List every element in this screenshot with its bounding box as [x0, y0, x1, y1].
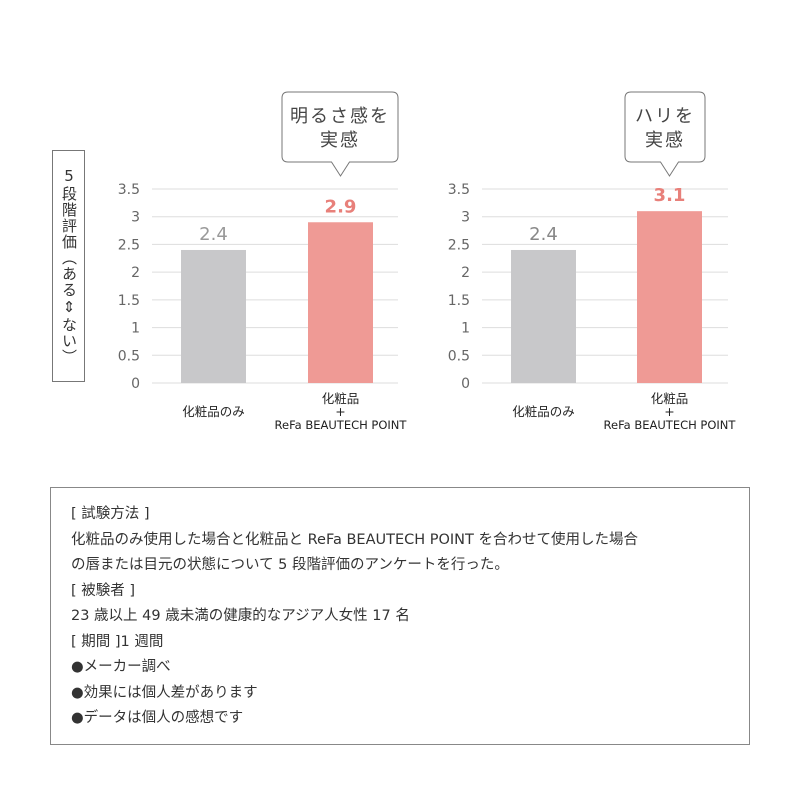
note-line: [ 試験方法 ] [71, 506, 150, 522]
y-tick-label: 1.5 [118, 293, 140, 309]
x-tick-label: 化粧品のみ [182, 404, 245, 419]
note-line: ●データは個人の感想です [71, 710, 244, 726]
note-line: [ 被験者 ] [71, 582, 136, 599]
data-label: 2.4 [199, 224, 228, 245]
bar [308, 222, 373, 383]
y-tick-label: 3 [131, 210, 140, 226]
bar [181, 249, 246, 383]
callout-bubble [281, 91, 399, 177]
y-axis-label: 5段階評価（ある⇕ない） [52, 150, 85, 382]
x-tick-label: 化粧品のみ [512, 404, 575, 419]
note-line: ●メーカー調べ [71, 659, 171, 675]
x-tick-label: ReFa BEAUTECH POINT [604, 418, 737, 432]
y-tick-label: 2 [131, 265, 140, 281]
y-tick-label: 3.5 [448, 182, 470, 198]
note-line: [ 期間 ]1 週間 [71, 633, 164, 650]
y-tick-label: 1.5 [448, 293, 470, 309]
data-label: 2.9 [325, 196, 357, 217]
y-tick-label: 0 [461, 376, 470, 392]
y-tick-label: 3 [461, 210, 470, 226]
x-tick-label: + [335, 404, 345, 419]
callout-text: 明るさ感を [290, 106, 390, 127]
y-tick-label: 2 [461, 265, 470, 281]
x-tick-label: 化粧品 [651, 391, 689, 406]
data-label: 2.4 [529, 224, 558, 245]
y-tick-label: 2.5 [448, 237, 470, 253]
y-tick-label: 0.5 [118, 348, 140, 364]
callout-text: ハリを [635, 106, 695, 127]
y-tick-label: 0 [131, 376, 140, 392]
note-line: 23 歳以上 49 歳未満の健康的なアジア人女性 17 名 [71, 608, 410, 624]
notes-box: [ 試験方法 ] 化粧品のみ使用した場合と化粧品と ReFa BEAUTECH … [50, 487, 750, 745]
x-tick-label: ReFa BEAUTECH POINT [275, 418, 408, 432]
y-tick-label: 2.5 [118, 237, 140, 253]
note-line: の唇または目元の状態について 5 段階評価のアンケートを行った。 [71, 557, 509, 573]
y-tick-label: 1 [461, 321, 470, 337]
callout-text: 実感 [645, 130, 685, 151]
callout-bubble [624, 91, 706, 177]
x-tick-label: 化粧品 [322, 391, 360, 406]
x-tick-label: + [664, 404, 674, 419]
data-label: 3.1 [654, 185, 686, 206]
y-tick-label: 3.5 [118, 182, 140, 198]
callout-text: 実感 [320, 130, 360, 151]
y-tick-label: 0.5 [448, 348, 470, 364]
note-line: 化粧品のみ使用した場合と化粧品と ReFa BEAUTECH POINT を合わ… [71, 531, 638, 548]
bar [637, 211, 702, 383]
bar [511, 249, 576, 383]
y-tick-label: 1 [131, 321, 140, 337]
note-line: ●効果には個人差があります [71, 684, 258, 701]
